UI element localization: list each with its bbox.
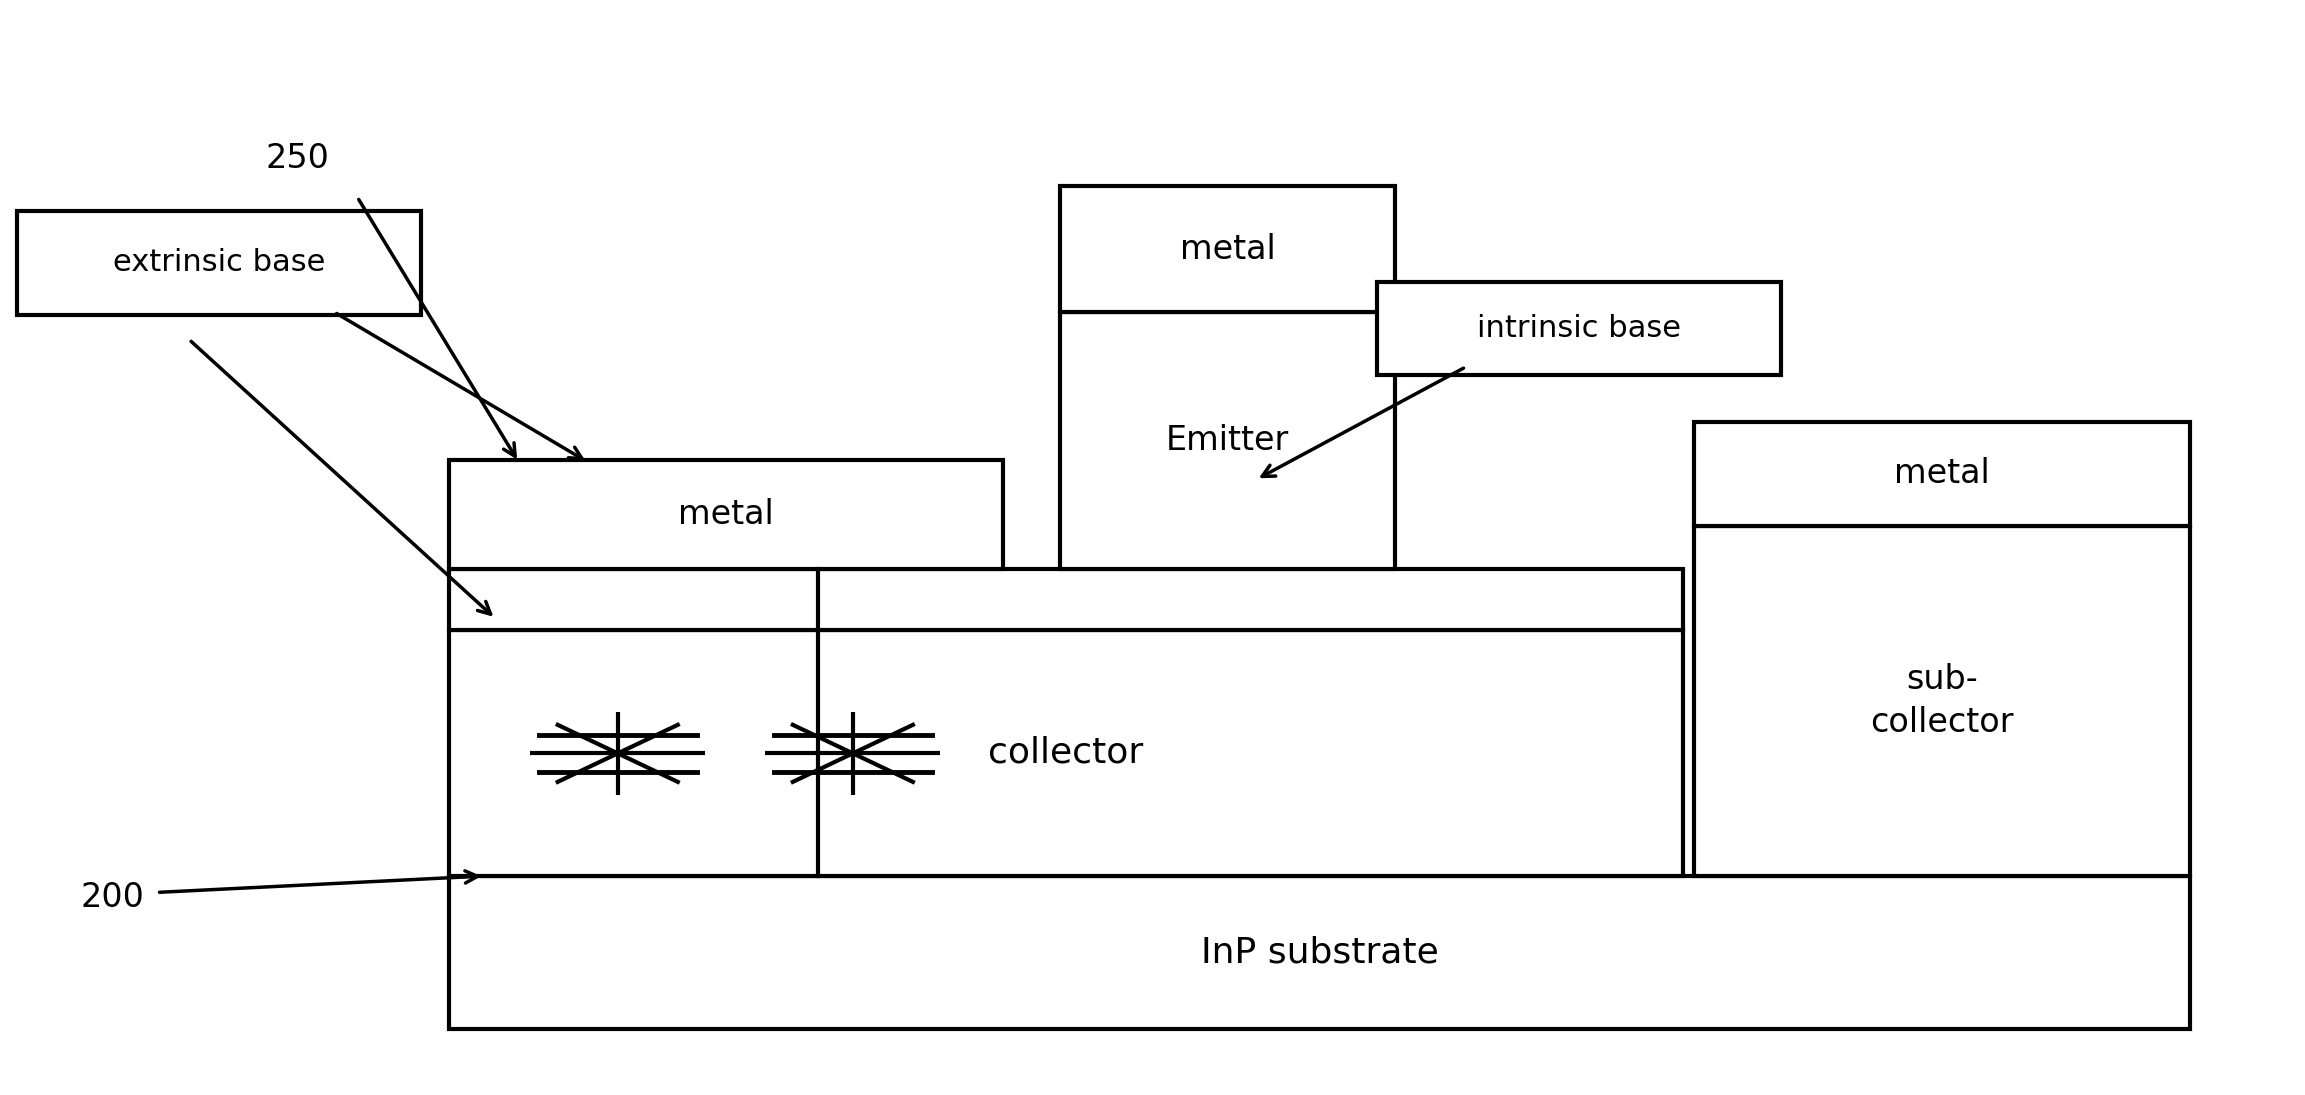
Bar — [449, 569, 1683, 630]
Bar — [449, 460, 1003, 569]
Bar — [1060, 186, 1395, 312]
Bar — [1378, 283, 1779, 374]
Text: 250: 250 — [265, 142, 330, 175]
Bar — [1694, 526, 2190, 876]
Text: metal: metal — [1895, 457, 1989, 491]
Bar — [449, 876, 2190, 1029]
Bar — [18, 210, 420, 315]
Bar — [449, 630, 1683, 876]
Text: 200: 200 — [81, 881, 145, 914]
Bar — [1694, 422, 2190, 526]
Text: InP substrate: InP substrate — [1201, 935, 1438, 970]
Text: sub-
collector: sub- collector — [1869, 662, 2015, 739]
Text: intrinsic base: intrinsic base — [1478, 314, 1680, 343]
Bar — [1060, 312, 1395, 569]
Text: collector: collector — [989, 736, 1143, 770]
Text: metal: metal — [678, 498, 774, 531]
Text: Emitter: Emitter — [1166, 424, 1288, 458]
Text: metal: metal — [1180, 232, 1275, 266]
Text: extrinsic base: extrinsic base — [113, 249, 325, 277]
